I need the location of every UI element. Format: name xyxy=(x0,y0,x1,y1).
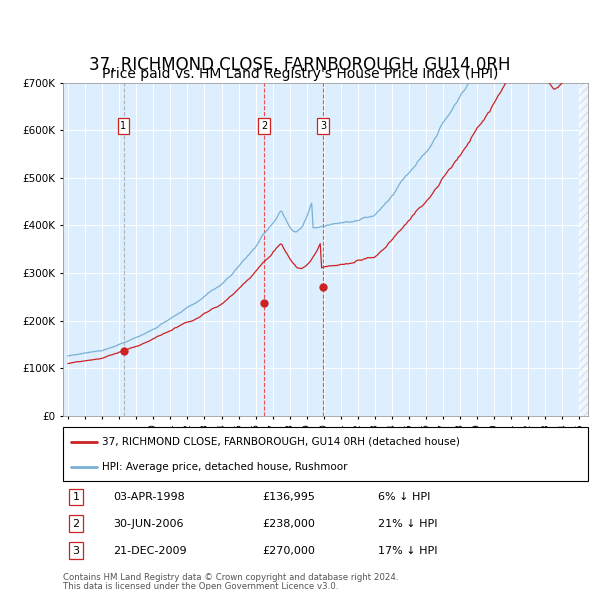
Text: 17% ↓ HPI: 17% ↓ HPI xyxy=(378,546,437,556)
FancyBboxPatch shape xyxy=(63,427,588,481)
Text: 2: 2 xyxy=(261,121,267,131)
Text: 3: 3 xyxy=(73,546,80,556)
Text: 37, RICHMOND CLOSE, FARNBOROUGH, GU14 0RH: 37, RICHMOND CLOSE, FARNBOROUGH, GU14 0R… xyxy=(89,55,511,74)
Text: 1: 1 xyxy=(73,492,80,502)
Text: Contains HM Land Registry data © Crown copyright and database right 2024.: Contains HM Land Registry data © Crown c… xyxy=(63,573,398,582)
Text: Price paid vs. HM Land Registry's House Price Index (HPI): Price paid vs. HM Land Registry's House … xyxy=(102,67,498,81)
Text: 30-JUN-2006: 30-JUN-2006 xyxy=(113,519,184,529)
Text: HPI: Average price, detached house, Rushmoor: HPI: Average price, detached house, Rush… xyxy=(103,463,348,472)
Text: £238,000: £238,000 xyxy=(263,519,316,529)
Text: 37, RICHMOND CLOSE, FARNBOROUGH, GU14 0RH (detached house): 37, RICHMOND CLOSE, FARNBOROUGH, GU14 0R… xyxy=(103,437,460,447)
Text: 3: 3 xyxy=(320,121,326,131)
Text: This data is licensed under the Open Government Licence v3.0.: This data is licensed under the Open Gov… xyxy=(63,582,338,590)
Text: 21% ↓ HPI: 21% ↓ HPI xyxy=(378,519,437,529)
Text: 03-APR-1998: 03-APR-1998 xyxy=(113,492,185,502)
Text: 2: 2 xyxy=(73,519,80,529)
Text: £270,000: £270,000 xyxy=(263,546,316,556)
Text: 1: 1 xyxy=(121,121,127,131)
Text: 21-DEC-2009: 21-DEC-2009 xyxy=(113,546,187,556)
Text: 6% ↓ HPI: 6% ↓ HPI xyxy=(378,492,430,502)
Text: £136,995: £136,995 xyxy=(263,492,316,502)
